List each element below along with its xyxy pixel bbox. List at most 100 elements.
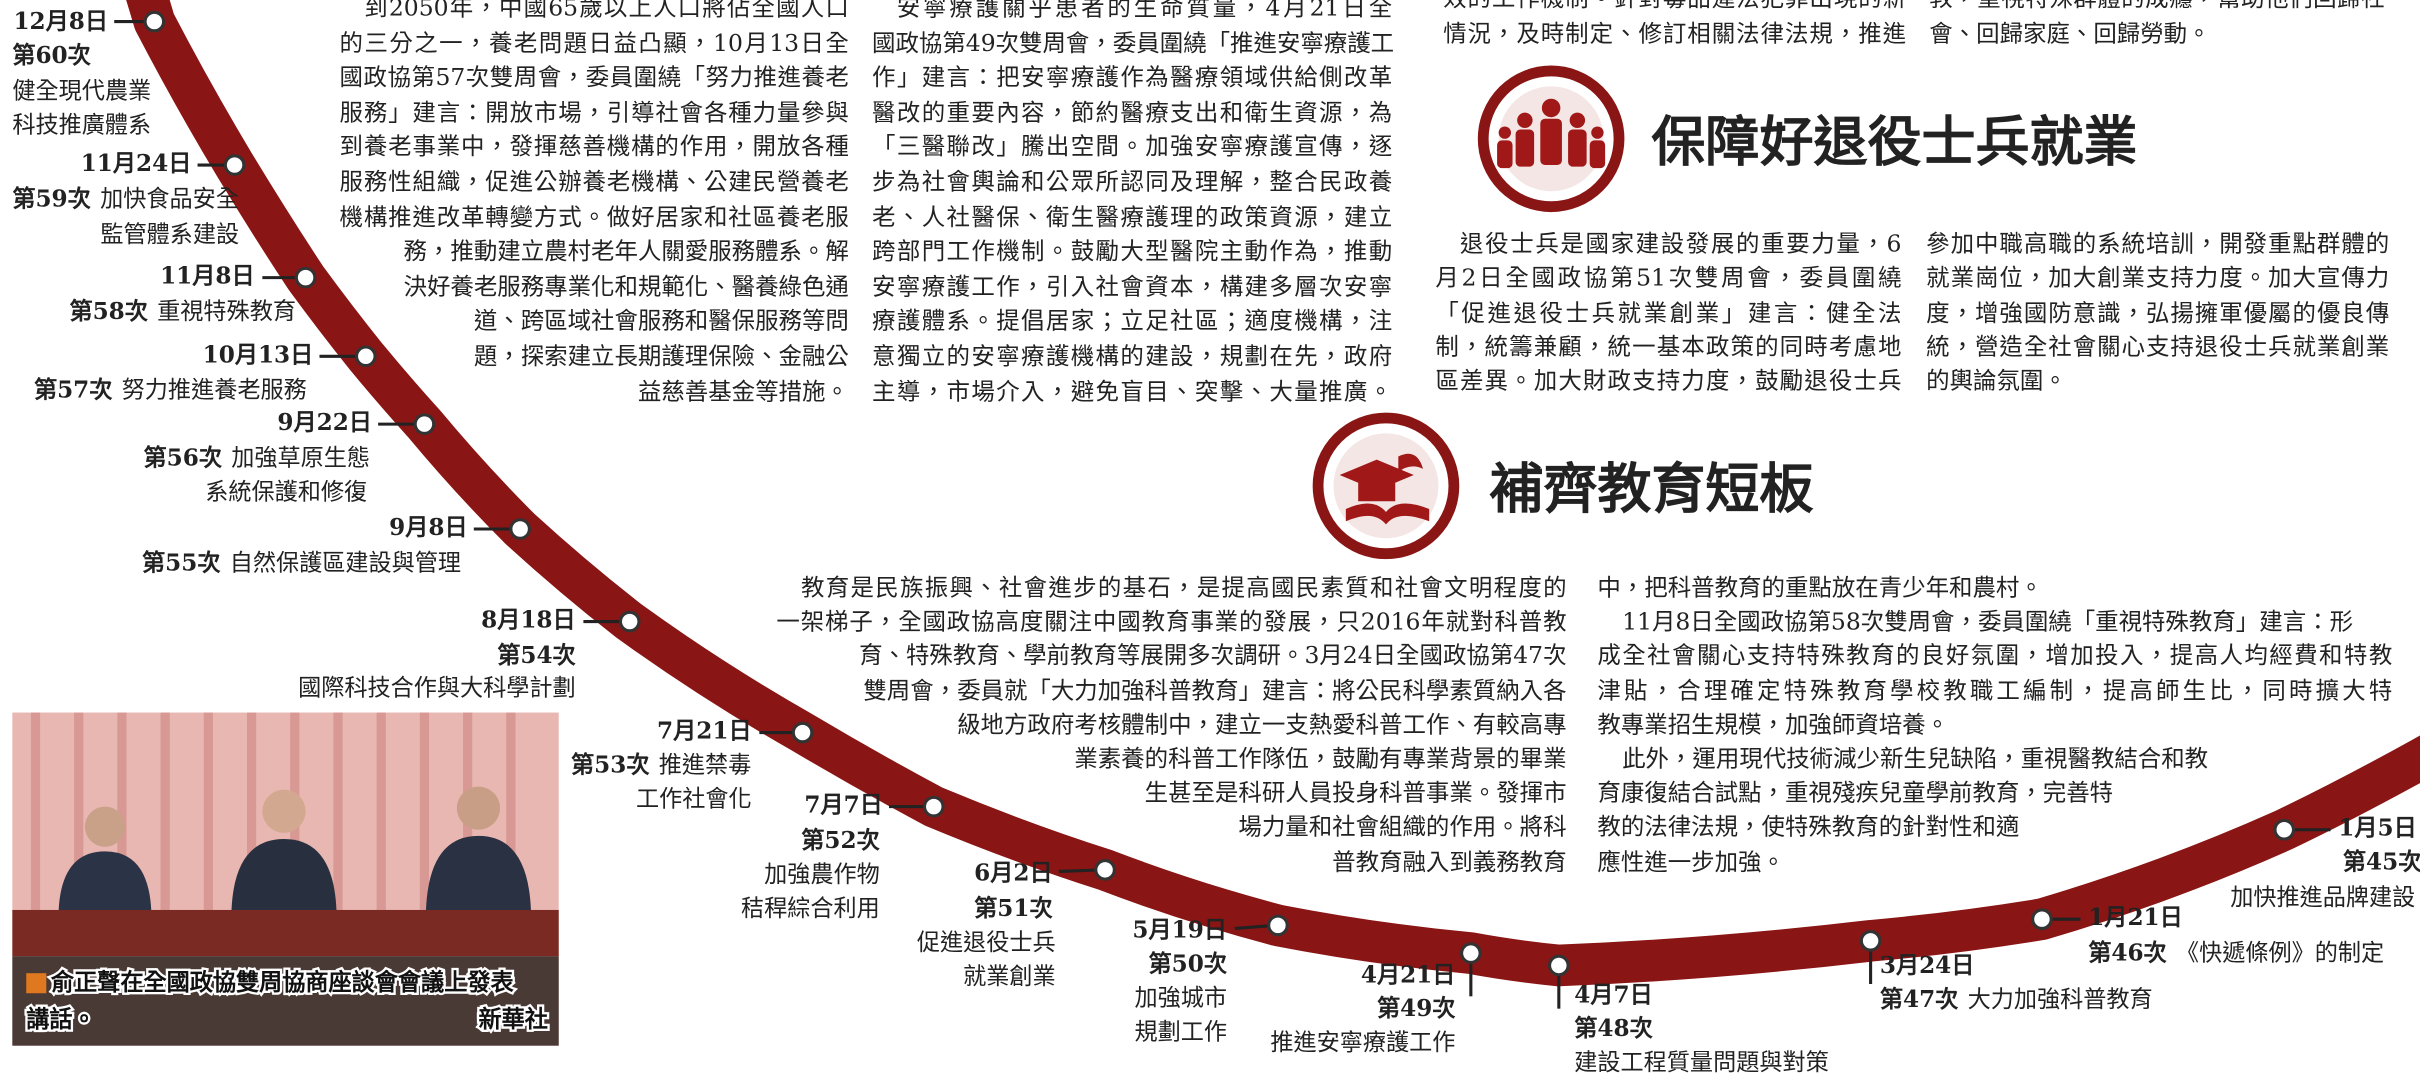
text-line: 決好養老服務專業化和規範化、醫養綠色通	[403, 272, 849, 301]
text-line: 此外，運用現代技術減少新生兒缺陷，重視醫教結合和教	[1622, 744, 2209, 773]
dot	[791, 721, 814, 744]
text-line: 「促進退役士兵就業創業」建言：健全法	[1435, 298, 1902, 327]
date: 12月8日	[13, 8, 108, 35]
topic: 推進安寧療護工作	[1270, 1030, 1455, 1056]
date: 9月8日	[389, 514, 467, 541]
icon-soldiers	[1477, 65, 1625, 213]
text-line: 就業崗位，加大創業支持力度。加大宣傳力	[1926, 264, 2390, 292]
entry-line: 第53次 推進禁毒	[571, 752, 751, 779]
topic: 科技推廣體系	[12, 112, 151, 138]
topic: 健全現代農業	[12, 79, 151, 105]
text-line: 服務性組織，促進公辦養老機構、公建民營養老	[339, 168, 849, 196]
text-line: 生甚至是科研人員投身科普事業。發揮市	[1144, 779, 1567, 807]
dot	[1859, 930, 1882, 952]
session: 第60次	[12, 42, 91, 69]
text-line: 雙周會，委員就「大力加強科普教育」建言：將公民科學素質納入各	[863, 676, 1567, 705]
dot	[413, 413, 436, 435]
text-line: 主導，市場介入，避免盲目、突擊、大量推廣。	[872, 377, 1393, 405]
text-line: 一架梯子，全國政協高度關注中國教育事業的發展，只2016年就對科普教	[776, 607, 1567, 636]
topic: 建設工程質量問題與對策	[1574, 1050, 1828, 1075]
text-line: 意獨立的安寧療護機構的建設，規劃在先，政府	[872, 342, 1393, 371]
session: 第57次	[34, 377, 113, 404]
topic: 加強農作物	[764, 862, 880, 888]
text-line: 11月8日全國政協第58次雙周會，委員圍繞「重視特殊教育」建言：形	[1622, 607, 2354, 636]
entry-line: 第57次 努力推進養老服務	[34, 377, 307, 404]
topic: 秸稈綜合利用	[741, 896, 880, 922]
dot	[2031, 908, 2053, 931]
text-line: 普教育融入到義務教育	[1332, 847, 1567, 876]
text-line: 參加中職高職的系統培訓，開發重點群體的	[1926, 229, 2390, 258]
text-line: 情況，及時制定、修訂相關法律法規，推進	[1443, 19, 1907, 48]
text-line: 到養老事業中，發揮慈善機構的作用，開放各種	[339, 133, 849, 162]
text-line: 跨部門工作機制。鼓勵大型醫院主動作為，推動	[872, 237, 1393, 266]
photo-caption: 俞正聲在全國政協雙周協商座談會會議上發表	[50, 969, 515, 996]
topic: 加強草原生態	[231, 446, 370, 472]
text-line: 作」建言：把安寧療護作為醫療領域供給側改革	[872, 63, 1393, 92]
timeline-dots	[143, 10, 2296, 977]
text-line: 醫改的重要內容，節約醫療支出和衛生資源，為	[872, 98, 1393, 127]
text-line: 老、人社醫保、衛生醫療護理的政策資源，建立	[872, 202, 1393, 231]
entry-line: 第46次 《快遞條例》的制定	[2088, 940, 2384, 967]
photo: 俞正聲在全國政協雙周協商座談會會議上發表 講話。 新華社	[12, 712, 559, 1046]
text-line: 育康復結合試點，重視殘疾兒童學前教育，完善特	[1597, 779, 2114, 807]
topic: 就業創業	[963, 964, 1056, 990]
date: 11月24日	[81, 150, 192, 177]
dot	[1094, 859, 1116, 881]
session: 第49次	[1377, 995, 1456, 1022]
session: 第53次	[571, 752, 650, 779]
text-line: 成全社會關心支持特殊教育的良好氛圍，增加投入，提高人均經費和特教	[1597, 642, 2393, 670]
topic: 促進退役士兵	[917, 930, 1056, 956]
text-line: 道、跨區域社會服務和醫保服務等問	[473, 307, 849, 336]
text-line: 區差異。加大財政支持力度，鼓勵退役士兵	[1435, 367, 1902, 396]
topic: 工作社會化	[636, 786, 752, 812]
date: 10月13日	[203, 341, 314, 368]
text-line: 療護體系。提倡居家；立足社區；適度機構，注	[872, 307, 1393, 336]
text-line: 統，營造全社會關心支持退役士兵就業創業	[1926, 332, 2390, 361]
session: 第48次	[1574, 1015, 1653, 1042]
text-line: 教專業招生規模，加強師資培養。	[1597, 710, 1950, 739]
topic: 系統保護和修復	[205, 480, 367, 506]
date: 6月2日	[974, 859, 1052, 886]
topic: 加快食品安全	[100, 187, 239, 213]
text-line: 益慈善基金等措施。	[637, 377, 849, 405]
date: 7月7日	[804, 792, 882, 819]
text-line: 「三醫聯改」騰出空間。加強安寧療護宣傳，逐	[872, 133, 1393, 162]
text-line: 教的法律法規，使特殊教育的針對性和適	[1597, 813, 2020, 842]
session: 第55次	[142, 549, 221, 576]
text-line: 到2050年，中國65歲以上人口將佔全國人口	[364, 0, 849, 22]
text-line: 題，探索建立長期護理保險、金融公	[473, 342, 849, 371]
entry-line: 第56次 加強草原生態	[144, 445, 371, 472]
dot	[922, 795, 945, 818]
dot	[509, 518, 531, 540]
session: 第46次	[2088, 940, 2167, 967]
topic: 努力推進養老服務	[122, 378, 307, 404]
entry-line: 第59次 加快食品安全	[12, 186, 239, 213]
timeline: 12月8日 第60次 健全現代農業 科技推廣體系 11月24日 第59次 加快食品…	[12, 8, 2420, 1075]
text-line: 育、特殊教育、學前教育等展開多次調研。3月24日全國政協第47次	[859, 642, 1567, 670]
session: 第45次	[2343, 849, 2420, 876]
dot	[1460, 942, 1482, 964]
text-line: 的輿論氛圍。	[1926, 367, 2067, 396]
date: 5月19日	[1132, 917, 1227, 944]
date: 4月21日	[1361, 961, 1456, 988]
entry-line: 第47次 大力加強科普教育	[1880, 986, 2153, 1013]
text-line: 安寧療護工作，引入社會資本，構建多層次安寧	[872, 272, 1393, 301]
icon-education	[1312, 412, 1460, 560]
date: 9月22日	[277, 409, 372, 436]
session: 第52次	[801, 827, 880, 854]
text-line: 務，推動建立農村老年人關愛服務體系。解	[403, 237, 849, 266]
session: 第47次	[1880, 986, 1959, 1013]
dot	[1548, 954, 1570, 977]
text-line: 業素養的科普工作隊伍，鼓勵有專業背景的畢業	[1074, 744, 1567, 773]
topic: 加快推進品牌建設	[2230, 885, 2415, 911]
text-line: 效的工作機制。針對毒品違法犯罪出現的新	[1443, 0, 1906, 16]
date: 3月24日	[1880, 952, 1975, 979]
session: 第56次	[144, 445, 223, 472]
topic: 推進禁毒	[659, 753, 752, 779]
topic: 重視特殊教育	[157, 299, 296, 325]
topic: 加強城市	[1134, 985, 1227, 1011]
timeline-arc	[126, 0, 2420, 987]
